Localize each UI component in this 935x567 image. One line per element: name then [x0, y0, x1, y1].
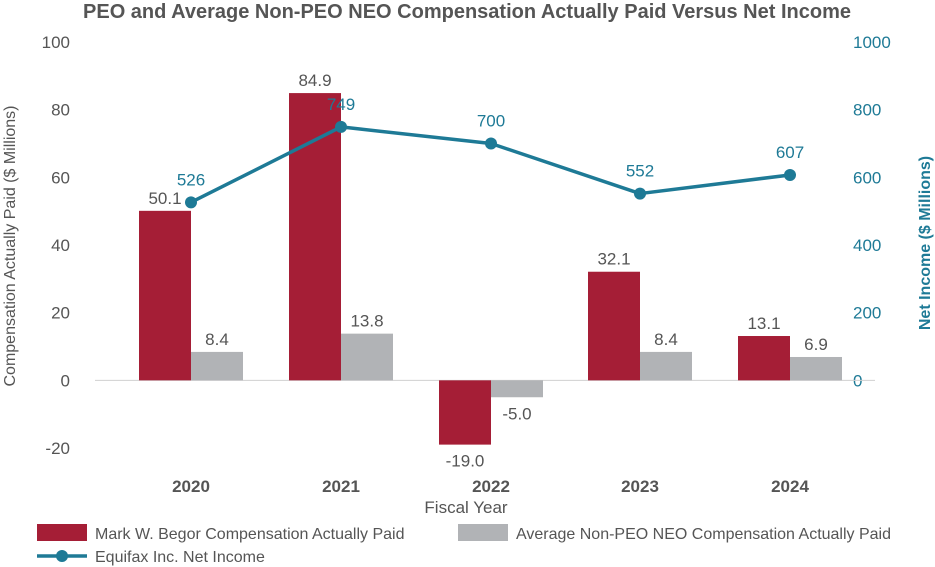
y-right-tick-label: 600: [853, 168, 881, 187]
neo-bar: [640, 351, 692, 381]
chart-title: PEO and Average Non-PEO NEO Compensation…: [83, 1, 851, 23]
legend-label-neo: Average Non-PEO NEO Compensation Actuall…: [516, 526, 891, 543]
legend-label-peo: Mark W. Begor Compensation Actually Paid: [95, 526, 404, 543]
legend: Mark W. Begor Compensation Actually Paid…: [37, 524, 891, 566]
net-income-label: 526: [177, 170, 205, 189]
peo-bar-label: -19.0: [446, 452, 485, 471]
legend-label-net-income: Equifax Inc. Net Income: [95, 549, 265, 566]
legend-swatch-peo: [37, 524, 87, 541]
peo-bar-label: 13.1: [747, 314, 780, 333]
net-income-label: 607: [776, 143, 804, 162]
y-right-tick-label: 400: [853, 236, 881, 255]
net-income-point: [185, 196, 197, 209]
y-right-tick-label: 200: [853, 304, 881, 323]
y-right-tick-label: 800: [853, 101, 881, 120]
net-income-label: 749: [327, 95, 355, 114]
y-left-tick-label: 40: [51, 236, 70, 255]
peo-bar-label: 50.1: [148, 189, 181, 208]
neo-bar-label: 13.8: [350, 312, 383, 331]
y-axis-left-title: Compensation Actually Paid ($ Millions): [2, 105, 19, 386]
net-income-label: 700: [477, 112, 505, 131]
net-income-point: [784, 168, 796, 181]
x-axis-title: Fiscal Year: [424, 498, 507, 517]
x-tick-label: 2023: [621, 477, 659, 496]
legend-swatch-neo: [458, 524, 508, 541]
plot-area: -200204060801000200400600800100050.18.42…: [42, 33, 891, 496]
peo-bar: [139, 210, 191, 381]
peo-bar: [289, 93, 341, 381]
neo-bar: [790, 356, 842, 381]
y-left-tick-label: 20: [51, 304, 70, 323]
neo-bar: [491, 380, 543, 398]
y-right-tick-label: 1000: [853, 33, 891, 52]
x-tick-label: 2020: [172, 477, 210, 496]
neo-bar-label: -5.0: [502, 404, 531, 423]
neo-bar: [341, 333, 393, 381]
neo-bar-label: 8.4: [205, 330, 229, 349]
legend-swatch-net-income-marker: [56, 550, 68, 562]
neo-bar-label: 8.4: [654, 330, 678, 349]
peo-bar: [439, 380, 491, 445]
peo-bar-label: 84.9: [298, 71, 331, 90]
neo-bar: [191, 351, 243, 381]
net-income-point: [335, 120, 347, 133]
y-axis-right-title: Net Income ($ Millions): [917, 156, 934, 330]
y-left-tick-label: 0: [61, 371, 70, 390]
x-tick-label: 2022: [472, 477, 510, 496]
x-tick-label: 2021: [322, 477, 360, 496]
net-income-point: [485, 137, 497, 150]
neo-bar-label: 6.9: [804, 335, 828, 354]
net-income-label: 552: [626, 162, 654, 181]
peo-bar: [738, 336, 790, 381]
y-left-tick-label: 60: [51, 168, 70, 187]
y-left-tick-label: 100: [42, 33, 70, 52]
peo-bar-label: 32.1: [597, 250, 630, 269]
peo-bar: [588, 271, 640, 381]
x-tick-label: 2024: [771, 477, 809, 496]
y-left-tick-label: -20: [45, 439, 70, 458]
y-left-tick-label: 80: [51, 101, 70, 120]
net-income-point: [634, 187, 646, 200]
